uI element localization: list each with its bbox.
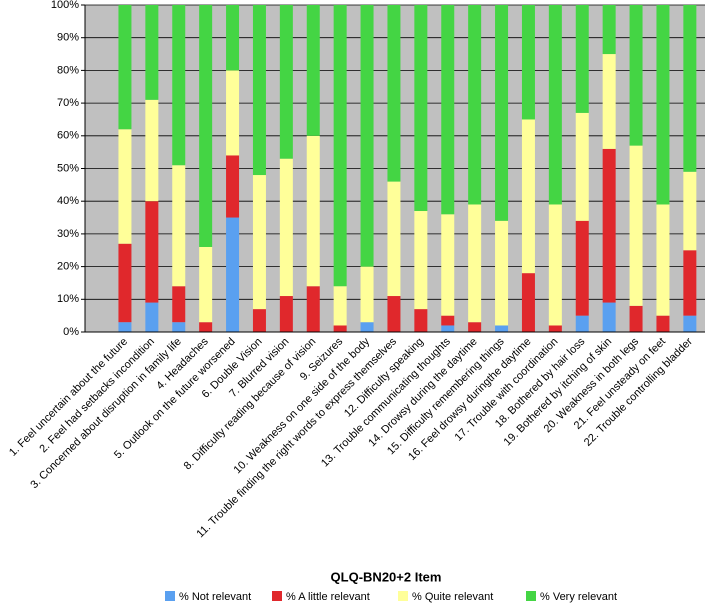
bar-segment xyxy=(387,296,401,332)
bar-segment xyxy=(683,171,697,251)
legend-swatch xyxy=(526,591,536,601)
bar-segment xyxy=(441,325,455,332)
y-tick-label: 40% xyxy=(57,195,79,207)
legend-label: % Very relevant xyxy=(540,591,617,603)
bar-segment xyxy=(279,158,293,297)
bar-segment xyxy=(575,315,589,332)
bar-segment xyxy=(199,246,213,323)
bar-segment xyxy=(629,5,643,146)
bar-segment xyxy=(602,302,616,332)
bar-segment xyxy=(333,286,347,326)
bar-segment xyxy=(226,155,240,218)
bar-segment xyxy=(495,220,509,326)
bar-segment xyxy=(252,5,266,176)
y-tick-label: 20% xyxy=(57,261,79,273)
bar-segment xyxy=(495,325,509,332)
bar-segment xyxy=(602,5,616,55)
bar-segment xyxy=(118,243,132,323)
bar-segment xyxy=(495,5,509,221)
bar-segment xyxy=(199,322,213,332)
bar-segment xyxy=(683,315,697,332)
bar-segment xyxy=(279,296,293,332)
bar-segment xyxy=(306,286,320,332)
bar-segment xyxy=(252,175,266,310)
bar-segment xyxy=(145,5,159,100)
bar-segment xyxy=(629,145,643,306)
bar-segment xyxy=(414,211,428,310)
bar-segment xyxy=(468,204,482,323)
bar-segment xyxy=(199,5,213,247)
bar-segment xyxy=(226,70,240,156)
bar-segment xyxy=(360,266,374,323)
y-tick-label: 0% xyxy=(63,326,79,338)
bar-segment xyxy=(145,201,159,303)
bar-segment xyxy=(118,5,132,130)
bar-segment xyxy=(441,315,455,326)
bar-segment xyxy=(548,325,562,332)
bar-segment xyxy=(521,273,535,332)
legend-label: % Quite relevant xyxy=(412,591,493,603)
bar-segment xyxy=(575,220,589,316)
bar-segment xyxy=(656,5,670,205)
bar-segment xyxy=(441,214,455,316)
y-tick-label: 50% xyxy=(57,162,79,174)
x-axis-title: QLQ-BN20+2 Item xyxy=(331,569,442,584)
bar-segment xyxy=(575,5,589,113)
bar-segment xyxy=(414,309,428,332)
bar-segment xyxy=(414,5,428,212)
bar-segment xyxy=(172,5,186,166)
bar-segment xyxy=(683,250,697,316)
x-tick-label: 1. Feel uncertain about the future xyxy=(7,336,130,459)
legend-label: % Not relevant xyxy=(179,591,251,603)
bar-segment xyxy=(333,325,347,332)
bar-segment xyxy=(279,5,293,159)
bar-segment xyxy=(468,322,482,332)
bar-segment xyxy=(548,5,562,205)
bar-segment xyxy=(468,5,482,205)
bar-segment xyxy=(226,5,240,71)
y-tick-label: 100% xyxy=(51,0,79,11)
bar-segment xyxy=(145,99,159,202)
bar-segment xyxy=(656,315,670,332)
bar-segment xyxy=(683,5,697,172)
legend-swatch xyxy=(272,591,282,601)
y-tick-label: 60% xyxy=(57,130,79,142)
bar-segment xyxy=(118,129,132,244)
bar-segment xyxy=(306,135,320,287)
legend-swatch xyxy=(398,591,408,601)
bar-segment xyxy=(602,148,616,303)
bar-segment xyxy=(387,5,401,182)
bar-segment xyxy=(172,286,186,323)
bar-segment xyxy=(656,204,670,316)
bar-segment xyxy=(521,119,535,274)
bar-segment xyxy=(145,302,159,332)
y-tick-label: 30% xyxy=(57,228,79,240)
bar-segment xyxy=(548,204,562,326)
legend-swatch xyxy=(165,591,175,601)
y-tick-label: 90% xyxy=(57,32,79,44)
bar-segment xyxy=(252,309,266,332)
bar-segment xyxy=(360,322,374,332)
bar-segment xyxy=(172,322,186,332)
bar-segment xyxy=(387,181,401,297)
legend-label: % A little relevant xyxy=(286,591,370,603)
y-tick-label: 10% xyxy=(57,293,79,305)
bar-segment xyxy=(306,5,320,136)
bar-segment xyxy=(333,5,347,287)
bar-segment xyxy=(521,5,535,120)
bar-segment xyxy=(360,5,374,267)
bar-segment xyxy=(118,322,132,332)
y-tick-label: 80% xyxy=(57,64,79,76)
bar-segment xyxy=(629,305,643,332)
bar-segment xyxy=(226,217,240,332)
bar-segment xyxy=(172,165,186,287)
bar-segment xyxy=(441,5,455,215)
bar-segment xyxy=(575,112,589,221)
bar-segment xyxy=(602,54,616,149)
y-tick-label: 70% xyxy=(57,97,79,109)
